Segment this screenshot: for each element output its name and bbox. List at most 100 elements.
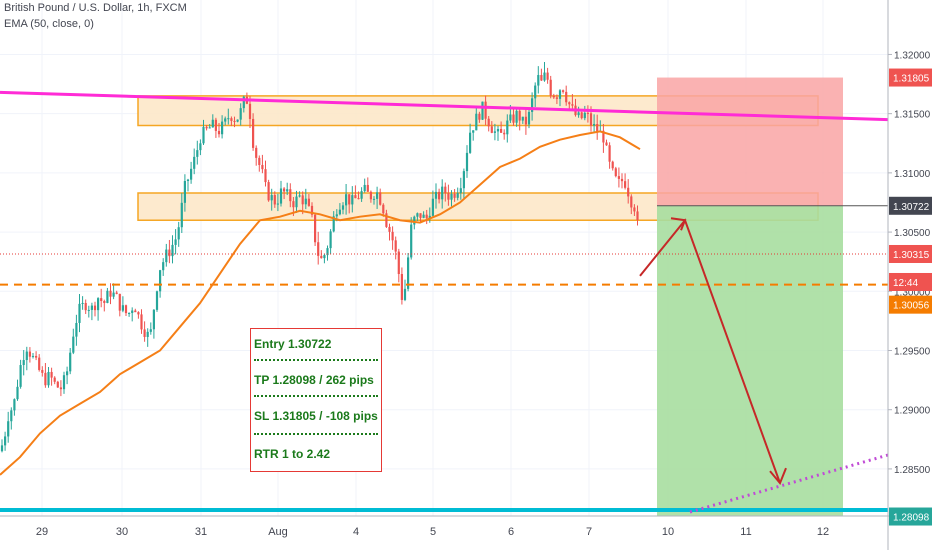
candle-body (341, 205, 345, 210)
take-profit-zone[interactable] (657, 205, 843, 517)
candle-body (310, 205, 314, 215)
candle-body (174, 239, 177, 245)
candle-body (279, 188, 283, 204)
candle-body (580, 112, 583, 119)
candle-body (0, 445, 4, 452)
x-tick-label: 12 (817, 526, 829, 538)
candle-body (636, 211, 639, 221)
candle-body (348, 194, 351, 205)
arrowhead-up (670, 217, 687, 231)
candle-body (93, 305, 97, 311)
candle-body (283, 188, 286, 192)
candle-body (90, 305, 93, 310)
y-tick-label: 1.30500 (894, 228, 931, 239)
descending-trendline (0, 90, 889, 122)
candle-body (379, 192, 382, 205)
candle-body (81, 302, 84, 304)
candle-body (62, 375, 66, 390)
candle-body (16, 386, 19, 400)
candle-body (413, 216, 416, 225)
candle-body (562, 90, 565, 92)
candle-body (410, 224, 413, 258)
candle-body (7, 421, 10, 437)
candle-body (292, 201, 295, 208)
candle-body (589, 113, 593, 126)
candle-body (608, 145, 611, 162)
candle-body (602, 130, 605, 143)
candle-body (338, 209, 341, 215)
candle-body (422, 214, 425, 218)
candle-body (512, 114, 515, 123)
candle-body (298, 195, 301, 197)
candle-body (614, 168, 617, 177)
candle-body (314, 214, 317, 243)
candle-body (515, 110, 518, 123)
stop-loss-zone[interactable] (657, 77, 843, 206)
candle-body (87, 309, 90, 311)
y-tick-label: 1.32000 (894, 50, 931, 61)
candle-body (149, 329, 152, 332)
price-badge-text: 1.28098 (893, 513, 930, 524)
candle-body (97, 298, 100, 311)
candle-body (484, 101, 487, 119)
candle-body (264, 169, 267, 183)
candle-body (385, 213, 388, 227)
candle-body (233, 120, 236, 122)
candle-body (403, 288, 407, 300)
candle-body (190, 168, 193, 180)
candle-body (593, 123, 596, 126)
candle-body (131, 310, 134, 313)
y-tick-label: 1.30000 (894, 287, 931, 298)
x-tick-label: 30 (116, 526, 128, 538)
candle-body (369, 191, 372, 200)
candle-body (118, 293, 121, 311)
y-tick-label: 1.31500 (894, 110, 931, 121)
entry-text: Entry 1.30722 (254, 337, 332, 351)
candle-body (527, 111, 531, 125)
candle-body (571, 104, 574, 106)
candle-body (596, 123, 599, 133)
candle-body (177, 227, 180, 240)
candle-body (270, 195, 273, 201)
candle-body (487, 118, 490, 127)
candle-body (224, 118, 227, 122)
candle-body (202, 126, 205, 144)
candle-body (56, 381, 59, 388)
indicator-lines (0, 90, 889, 514)
candle-body (276, 203, 279, 205)
candle-body (35, 355, 38, 358)
candle-body (624, 181, 627, 188)
candles (0, 62, 639, 453)
candle-body (552, 95, 555, 98)
candle-body (462, 171, 465, 189)
candle-body (605, 142, 608, 146)
candle-body (211, 119, 214, 128)
candle-body (372, 198, 376, 200)
trade-info-box: Entry 1.30722 TP 1.28098 / 262 pips SL 1… (250, 328, 382, 472)
candle-body (465, 152, 469, 172)
candle-body (394, 240, 397, 252)
x-tick-label: 5 (430, 526, 436, 538)
candle-body (47, 371, 50, 386)
candle-body (295, 196, 298, 208)
candle-body (41, 369, 44, 373)
candle-body (230, 118, 233, 121)
candle-body (217, 130, 221, 135)
candle-body (248, 103, 252, 119)
candle-body (456, 193, 459, 198)
candle-body (534, 85, 537, 99)
candle-body (360, 191, 363, 199)
candle-body (617, 176, 620, 179)
candle-body (44, 372, 47, 386)
candle-body (354, 195, 357, 199)
info-divider (254, 359, 378, 361)
candle-body (168, 249, 171, 257)
ema-indicator-label[interactable]: EMA (50, close, 0) (4, 18, 94, 30)
ema-line (0, 130, 641, 476)
candle-body (326, 248, 329, 256)
candle-body (627, 187, 630, 197)
x-tick-label: 31 (195, 526, 207, 538)
candle-body (146, 331, 149, 337)
position-tool[interactable] (657, 77, 888, 517)
